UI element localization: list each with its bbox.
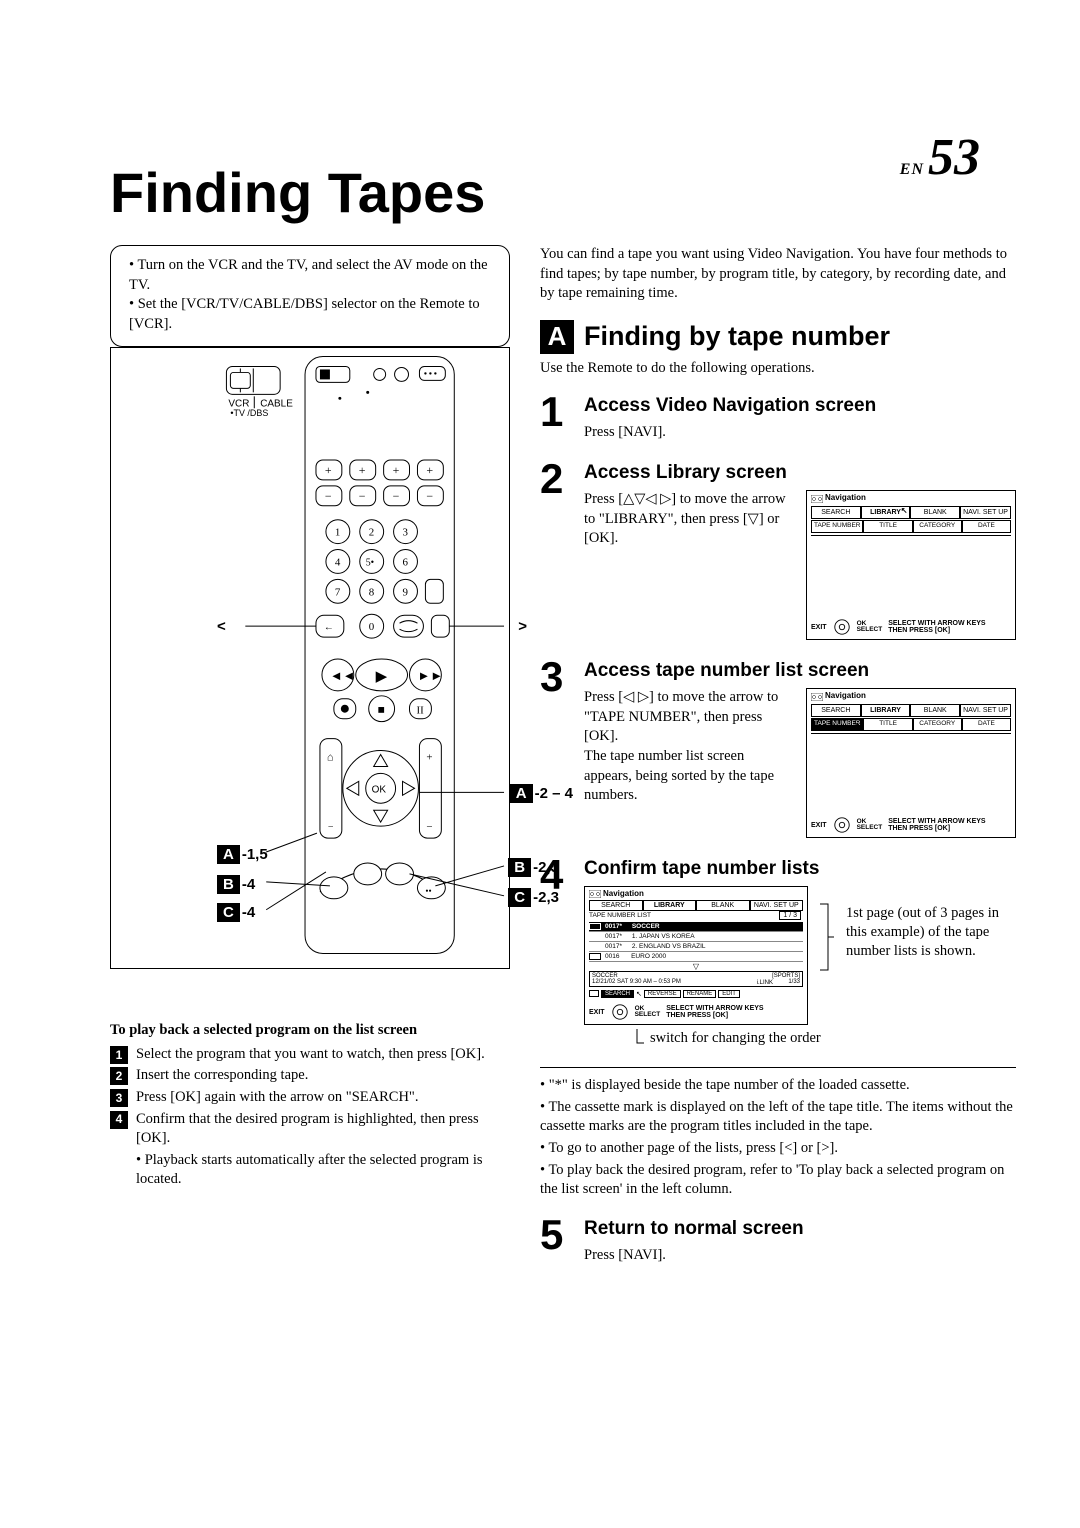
svg-text:+: + (426, 752, 432, 764)
note-3: To go to another page of the lists, pres… (540, 1139, 1016, 1159)
nav-dpad-icon (833, 618, 851, 636)
page-num-value: 53 (928, 129, 980, 186)
intro-text: You can find a tape you want using Video… (540, 245, 1016, 304)
svg-text:3: 3 (403, 527, 409, 539)
svg-text:9: 9 (403, 587, 409, 599)
svg-text:+: + (359, 463, 366, 477)
nav-dpad-icon (833, 816, 851, 834)
svg-text:1: 1 (335, 527, 340, 539)
section-a-header: A Finding by tape number (540, 320, 1016, 354)
playback-title: To play back a selected program on the l… (110, 1021, 510, 1041)
svg-text:••: •• (425, 886, 431, 896)
callout-left-arrow: < (217, 618, 226, 635)
setup-line-2: Set the [VCR/TV/CABLE/DBS] selector on t… (129, 295, 491, 334)
notes-list: "*" is displayed beside the tape number … (540, 1076, 1016, 1199)
callout-right-arrow: > (518, 618, 527, 635)
left-column: Turn on the VCR and the TV, and select t… (110, 245, 510, 1281)
svg-text:+: + (393, 463, 400, 477)
step-2-title: Access Library screen (584, 462, 1016, 484)
svg-text:4: 4 (335, 557, 341, 569)
nav-icon (811, 693, 823, 701)
note-2: The cassette mark is displayed on the le… (540, 1098, 1016, 1137)
svg-text:−: − (359, 489, 366, 503)
page-prefix: EN (900, 161, 924, 178)
step-5: 5 Return to normal screen Press [NAVI]. (540, 1214, 1016, 1266)
setup-box: Turn on the VCR and the TV, and select t… (110, 245, 510, 347)
svg-text:←: ← (324, 622, 334, 633)
pointer-icon (630, 1029, 644, 1051)
nav-icon (589, 890, 601, 898)
page-number: EN 53 (900, 128, 980, 187)
svg-text:2: 2 (369, 527, 374, 539)
svg-text:0: 0 (369, 621, 375, 633)
svg-text:⌂: ⌂ (327, 752, 334, 764)
step-1: 1 Access Video Navigation screen Press [… (540, 391, 1016, 443)
playback-step-1: Select the program that you want to watc… (136, 1045, 485, 1065)
callout-c4: C-4 (217, 903, 255, 922)
playback-note: Playback starts automatically after the … (136, 1151, 510, 1190)
playback-section: To play back a selected program on the l… (110, 1021, 510, 1190)
remote-svg: VCR CABLE •TV /DBS + + + + − − (111, 348, 509, 968)
callout-a24: A-2 – 4 (510, 784, 573, 803)
tape-list-screen: Navigation SEARCH LIBRARY BLANK NAVI. SE… (584, 886, 808, 1025)
step-5-body: Press [NAVI]. (584, 1246, 1016, 1266)
svg-text:■: ■ (378, 703, 385, 717)
callout-b23: B-2,3 (508, 858, 559, 877)
callout-a15: A-1,5 (217, 845, 268, 864)
step-4: 4 Confirm tape number lists Navigation S… (540, 854, 1016, 1051)
nav-icon (811, 495, 823, 503)
svg-text:6: 6 (403, 557, 409, 569)
main-title: Finding Tapes (110, 160, 990, 225)
step-3: 3 Access tape number list screen Press [… (540, 656, 1016, 838)
svg-text:OK: OK (372, 785, 387, 796)
step-3-body: Press [◁ ▷] to move the arrow to "TAPE N… (584, 688, 792, 838)
svg-text:5•: 5• (366, 558, 374, 569)
section-letter: A (540, 320, 574, 354)
playback-step-2: Insert the corresponding tape. (136, 1066, 308, 1086)
svg-text:+: + (325, 463, 332, 477)
svg-text:II: II (416, 705, 424, 717)
nav-screen-library: Navigation SEARCH LIBRARY↖ BLANK NAVI. S… (806, 490, 1016, 640)
svg-text:−: − (393, 489, 400, 503)
svg-text:−: − (325, 489, 332, 503)
svg-text:7: 7 (335, 587, 341, 599)
callout-c23: C-2,3 (508, 888, 559, 907)
step-3-title: Access tape number list screen (584, 660, 1016, 682)
playback-step-4: Confirm that the desired program is high… (136, 1110, 510, 1149)
step-4-annot-2: switch for changing the order (650, 1029, 821, 1048)
bracket-icon (818, 902, 836, 972)
step-2: 2 Access Library screen Press [△▽◁ ▷] to… (540, 458, 1016, 640)
step-1-title: Access Video Navigation screen (584, 395, 1016, 417)
setup-line-1: Turn on the VCR and the TV, and select t… (129, 256, 491, 295)
step-4-annot-1: 1st page (out of 3 pages in this example… (846, 904, 1016, 961)
svg-text:▶: ▶ (376, 669, 388, 685)
callout-b4: B-4 (217, 875, 255, 894)
svg-text:−: − (426, 489, 433, 503)
step-5-title: Return to normal screen (584, 1218, 1016, 1240)
svg-text:►►: ►► (417, 668, 443, 683)
step-4-title: Confirm tape number lists (584, 858, 1016, 880)
svg-text:−: − (328, 822, 334, 833)
note-1: "*" is displayed beside the tape number … (540, 1076, 1016, 1096)
playback-step-3: Press [OK] again with the arrow on "SEAR… (136, 1088, 418, 1108)
note-4: To play back the desired program, refer … (540, 1161, 1016, 1200)
nav-screen-tapenum: Navigation SEARCH LIBRARY BLANK NAVI. SE… (806, 688, 1016, 838)
section-title: Finding by tape number (584, 321, 890, 352)
step-1-body: Press [NAVI]. (584, 423, 1016, 443)
step-2-body: Press [△▽◁ ▷] to move the arrow to "LIBR… (584, 490, 792, 640)
remote-diagram: VCR CABLE •TV /DBS + + + + − − (110, 347, 510, 969)
nav-dpad-icon (611, 1003, 629, 1021)
svg-text:−: − (426, 821, 432, 833)
divider (540, 1067, 1016, 1068)
svg-text:+: + (426, 463, 433, 477)
section-subintro: Use the Remote to do the following opera… (540, 360, 1016, 377)
right-column: You can find a tape you want using Video… (540, 245, 1016, 1281)
svg-text:◄◄: ◄◄ (330, 668, 356, 683)
selector-sub-label: •TV /DBS (230, 408, 268, 418)
svg-text:8: 8 (369, 587, 375, 599)
